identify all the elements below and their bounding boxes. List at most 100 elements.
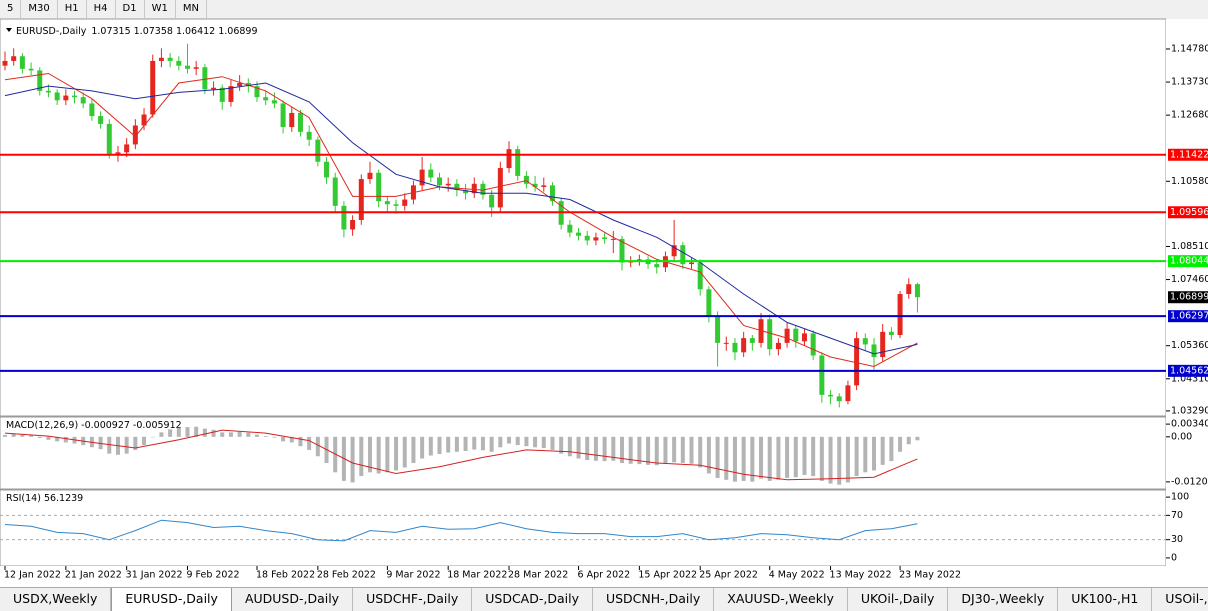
candle-body — [515, 149, 521, 176]
candle-body — [767, 319, 773, 350]
candle-body — [28, 68, 34, 71]
rsi-line — [4, 519, 918, 542]
chart-tab[interactable]: USDCAD-,Daily — [472, 588, 593, 611]
timeframe-button[interactable]: D1 — [116, 0, 145, 18]
candle-body — [836, 396, 842, 402]
high: 1.07358 — [134, 26, 173, 37]
candle-body — [237, 82, 243, 87]
timeframe-toolbar: 5 M30 H1 H4 D1 W1 MN — [0, 0, 207, 18]
candle-body — [350, 220, 356, 230]
macd-bar — [3, 434, 7, 437]
candle-body — [602, 237, 608, 239]
x-tick-label: 9 Feb 2022 — [186, 570, 239, 581]
macd-bar — [759, 436, 764, 479]
candle-body — [358, 179, 364, 221]
chart-tab[interactable]: USOil-,Daily — [1152, 588, 1208, 611]
y-tick-label: 30 — [1171, 534, 1183, 545]
chart-tab[interactable]: USDCNH-,Daily — [593, 588, 715, 611]
macd-bar — [732, 436, 737, 482]
y-tick-label: 70 — [1171, 510, 1183, 521]
candle-body — [2, 60, 8, 66]
level-label: 1.04562 — [1170, 365, 1208, 376]
macd-bar — [402, 436, 407, 468]
macd-bar — [359, 436, 364, 477]
candle-body — [367, 172, 373, 180]
x-tick-label: 18 Mar 2022 — [447, 570, 507, 581]
rsi-header: RSI(14) 56.1239 — [6, 493, 83, 504]
macd-bar — [281, 436, 286, 442]
chart-tab[interactable]: DJ30-,Weekly — [948, 588, 1059, 611]
macd-bar — [124, 436, 129, 454]
candle-body — [106, 123, 112, 154]
level-box — [1168, 310, 1208, 323]
macd-bar — [819, 436, 824, 481]
candle-body — [793, 328, 799, 342]
macd-label: MACD(12,26,9) — [6, 420, 78, 431]
macd-bar — [611, 436, 616, 461]
macd-bar — [168, 429, 173, 437]
chart-tab[interactable]: USDCHF-,Daily — [353, 588, 473, 611]
y-tick-label: 0.003408 — [1171, 419, 1208, 430]
candle-body — [671, 245, 677, 257]
chart-tab[interactable]: AUDUSD-,Daily — [232, 588, 354, 611]
candle-body — [19, 56, 25, 69]
chart-tab[interactable]: EURUSD-,Daily — [111, 588, 232, 611]
chart-tabs: USDX,Weekly EURUSD-,Daily AUDUSD-,Daily USD… — [0, 587, 1208, 611]
candle-body — [897, 294, 903, 335]
candle-body — [37, 70, 43, 91]
candle-body — [619, 238, 625, 263]
chart-tab[interactable]: UKOil-,Daily — [848, 588, 949, 611]
timeframe-button[interactable]: M30 — [21, 0, 58, 18]
timeframe-button[interactable]: W1 — [145, 0, 176, 18]
x-tick-label: 21 Jan 2022 — [65, 570, 122, 581]
macd-bar — [480, 436, 485, 451]
y-tick-label: 1.07460 — [1171, 274, 1208, 285]
macd-bar — [315, 436, 320, 457]
macd-bar — [619, 436, 624, 463]
timeframe-button[interactable]: H1 — [58, 0, 87, 18]
candle-body — [680, 245, 686, 265]
timeframe-button[interactable]: MN — [176, 0, 207, 18]
macd-bar — [663, 436, 668, 464]
macd-bar — [142, 436, 147, 446]
menu-arrow[interactable] — [6, 28, 12, 32]
macd-bar — [906, 436, 911, 445]
candle-body — [332, 177, 338, 206]
candle-body — [654, 264, 660, 268]
candle-body — [202, 67, 208, 90]
candle-body — [228, 86, 234, 102]
macd-bar — [211, 429, 216, 437]
chart-tab[interactable]: UK100-,H1 — [1058, 588, 1153, 611]
macd-bar — [107, 436, 112, 454]
candle-body — [158, 57, 164, 61]
macd-bar — [385, 436, 390, 473]
y-tick-label: 100 — [1171, 492, 1189, 503]
timeframe-button[interactable]: H4 — [87, 0, 116, 18]
candle-body — [211, 87, 217, 90]
level-label: 1.09596 — [1170, 207, 1208, 218]
candle-body — [914, 284, 920, 298]
macd-bar — [524, 436, 529, 447]
candle-body — [289, 112, 295, 128]
macd-bar — [576, 436, 581, 459]
macd-bar — [307, 436, 312, 450]
macd-bar — [446, 436, 451, 453]
candle-body — [454, 183, 460, 191]
candle-body — [80, 97, 86, 104]
candle-body — [89, 103, 95, 117]
macd-bar — [628, 436, 633, 464]
macd-bar — [646, 436, 651, 465]
macd-bar — [698, 436, 703, 468]
macd-bar — [133, 436, 138, 450]
macd-bar — [889, 436, 894, 462]
chart-tab[interactable]: XAUUSD-,Weekly — [714, 588, 848, 611]
macd-bar — [428, 436, 433, 456]
candle-body — [132, 125, 138, 145]
x-tick-label: 15 Apr 2022 — [638, 570, 697, 581]
chart-tab[interactable]: USDX,Weekly — [0, 588, 112, 611]
timeframe-button[interactable]: 5 — [0, 0, 22, 18]
candle-body — [280, 103, 286, 128]
candle-body — [141, 114, 147, 126]
macd-bar — [585, 436, 590, 461]
y-tick-label: 1.13730 — [1171, 77, 1208, 88]
